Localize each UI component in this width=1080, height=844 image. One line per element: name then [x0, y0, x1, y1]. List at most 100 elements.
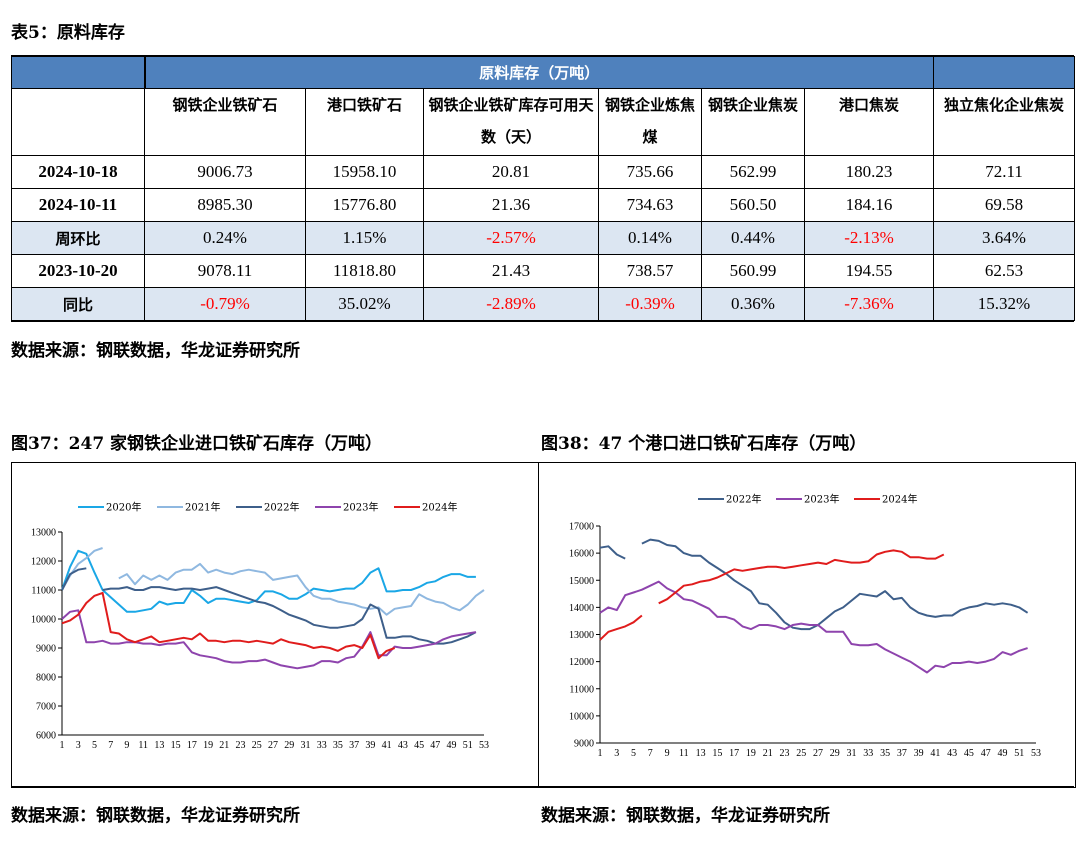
- figures-bottom-rule: [11, 786, 1074, 788]
- column-header: 独立焦化企业焦炭: [933, 88, 1076, 156]
- row-label: 2024-10-18: [11, 155, 145, 189]
- y-tick-label: 13000: [569, 630, 594, 641]
- legend-label: 2024年: [882, 493, 917, 506]
- x-tick-label: 53: [479, 740, 489, 751]
- y-tick-label: 12000: [569, 657, 594, 668]
- table-cell: 0.44%: [701, 221, 805, 255]
- x-tick-label: 31: [300, 740, 310, 751]
- column-header: 钢铁企业铁矿石: [144, 88, 306, 156]
- y-tick-label: 7000: [36, 702, 56, 713]
- table-row: 周环比 0.24% 1.15% -2.57% 0.14% 0.44% -2.13…: [11, 221, 1076, 255]
- table-cell: 21.36: [423, 188, 599, 222]
- x-tick-label: 53: [1031, 748, 1041, 759]
- table-title: 表5：原料库存: [11, 23, 125, 43]
- series-line-2024年: [61, 591, 396, 660]
- x-tick-label: 17: [729, 748, 739, 759]
- x-tick-label: 15: [171, 740, 181, 751]
- x-tick-label: 31: [847, 748, 857, 759]
- x-tick-label: 49: [447, 740, 457, 751]
- figure-38-title: 图38：47 个港口进口铁矿石库存（万吨）: [541, 434, 867, 454]
- table-cell: 15776.80: [305, 188, 424, 222]
- table-row: 2023-10-20 9078.11 11818.80 21.43 738.57…: [11, 254, 1076, 288]
- y-tick-label: 17000: [569, 522, 594, 533]
- x-tick-label: 29: [830, 748, 840, 759]
- y-tick-label: 13000: [31, 528, 56, 539]
- row-label: 2023-10-20: [11, 254, 145, 288]
- series-line-2022年: [599, 545, 626, 560]
- x-tick-label: 47: [430, 740, 440, 751]
- column-header: 钢铁企业炼焦煤: [598, 88, 702, 156]
- column-header: 钢铁企业铁矿库存可用天数（天）: [423, 88, 599, 156]
- row-label: 2024-10-11: [11, 188, 145, 222]
- table-cell: -2.57%: [423, 221, 599, 255]
- table-cell: -2.13%: [803, 221, 935, 255]
- table-cell: 9006.73: [144, 155, 306, 189]
- x-tick-label: 27: [813, 748, 823, 759]
- legend-label: 2024年: [422, 501, 457, 514]
- x-tick-label: 35: [880, 748, 890, 759]
- column-header: 港口铁矿石: [305, 88, 424, 156]
- x-tick-label: 13: [696, 748, 706, 759]
- x-tick-label: 25: [796, 748, 806, 759]
- series-line-2024年: [658, 549, 945, 605]
- legend-label: 2022年: [264, 501, 299, 514]
- table-cell: 180.23: [803, 155, 935, 189]
- table-cell: 560.99: [701, 254, 805, 288]
- figure-38-source-note: 数据来源：钢联数据，华龙证券研究所: [541, 806, 830, 826]
- x-tick-label: 19: [203, 740, 213, 751]
- table-cell: 0.14%: [598, 221, 702, 255]
- series-line-2022年: [61, 567, 87, 591]
- series-line-2020年: [61, 549, 476, 613]
- row-label: 同比: [11, 287, 145, 321]
- x-tick-label: 41: [382, 740, 392, 751]
- x-tick-label: 37: [349, 740, 359, 751]
- table-cell: 21.43: [423, 254, 599, 288]
- table-cell: 184.16: [803, 188, 935, 222]
- x-tick-label: 1: [598, 748, 603, 759]
- table-cell: 738.57: [598, 254, 702, 288]
- table-cell: 560.50: [701, 188, 805, 222]
- table-cell: -7.36%: [803, 287, 935, 321]
- y-tick-label: 15000: [569, 576, 594, 587]
- group-header: 原料库存（万吨）: [143, 56, 935, 89]
- table-corner-cell: [11, 56, 146, 89]
- table-cell: 20.81: [423, 155, 599, 189]
- table-cell: 0.36%: [701, 287, 805, 321]
- table-cell: 15958.10: [305, 155, 424, 189]
- table-cell: 3.64%: [933, 221, 1076, 255]
- x-tick-label: 5: [92, 740, 97, 751]
- column-header: 港口焦炭: [803, 88, 935, 156]
- table-cell: -2.89%: [423, 287, 599, 321]
- y-tick-label: 10000: [569, 711, 594, 722]
- table-cell: 735.66: [598, 155, 702, 189]
- x-tick-label: 19: [746, 748, 756, 759]
- table-cell: 69.58: [933, 188, 1076, 222]
- x-tick-label: 33: [863, 748, 873, 759]
- table-bottom-rule: [11, 320, 1074, 322]
- x-tick-label: 29: [284, 740, 294, 751]
- legend-label: 2023年: [804, 493, 839, 506]
- x-tick-label: 3: [76, 740, 81, 751]
- table-source-note: 数据来源：钢联数据，华龙证券研究所: [11, 341, 300, 361]
- table-cell: 734.63: [598, 188, 702, 222]
- legend-label: 2022年: [726, 493, 761, 506]
- table-cell: 8985.30: [144, 188, 306, 222]
- y-tick-label: 10000: [31, 615, 56, 626]
- y-tick-label: 16000: [569, 549, 594, 560]
- x-tick-label: 15: [712, 748, 722, 759]
- table-cell: 72.11: [933, 155, 1076, 189]
- table-cell: 9078.11: [144, 254, 306, 288]
- table-row: 2024-10-11 8985.30 15776.80 21.36 734.63…: [11, 188, 1076, 222]
- x-tick-label: 7: [648, 748, 653, 759]
- x-tick-label: 9: [124, 740, 129, 751]
- legend-label: 2021年: [185, 501, 220, 514]
- x-tick-label: 39: [365, 740, 375, 751]
- legend-label: 2023年: [343, 501, 378, 514]
- x-tick-label: 5: [631, 748, 636, 759]
- x-tick-label: 11: [679, 748, 689, 759]
- y-tick-label: 12000: [31, 557, 56, 568]
- table-cell: -0.39%: [598, 287, 702, 321]
- table-cell: 194.55: [803, 254, 935, 288]
- x-tick-label: 7: [108, 740, 113, 751]
- y-tick-label: 11000: [569, 684, 594, 695]
